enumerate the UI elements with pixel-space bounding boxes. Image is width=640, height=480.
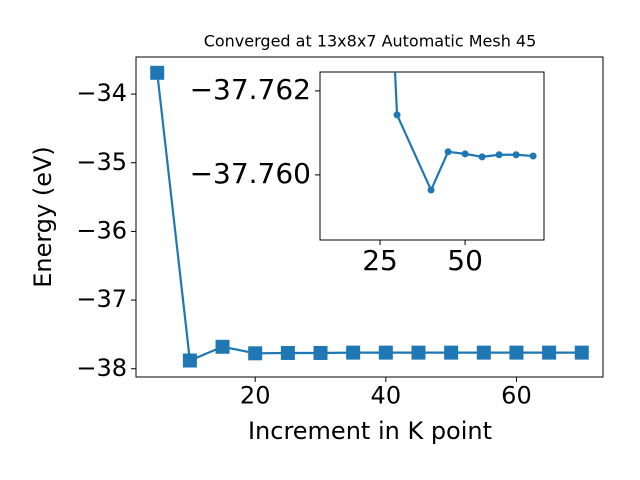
y-axis-label: Energy (eV) — [29, 146, 57, 288]
marker — [411, 345, 426, 360]
marker — [512, 151, 520, 159]
y-tick-label: −36 — [76, 216, 127, 244]
marker — [478, 153, 486, 161]
series-group — [150, 65, 589, 368]
y-tick-label: −38 — [76, 354, 127, 382]
marker — [529, 152, 537, 160]
plot-area — [319, 71, 545, 241]
marker — [427, 186, 435, 194]
marker — [444, 148, 452, 156]
marker — [248, 346, 263, 361]
y-tick-label: −37.760 — [190, 157, 311, 190]
y-tick-label: −34 — [76, 79, 127, 107]
series-group — [393, 72, 537, 194]
y-tick-label: −37.762 — [190, 73, 311, 106]
marker — [574, 345, 589, 360]
marker — [509, 345, 524, 360]
x-tick-label: 50 — [447, 244, 483, 277]
x-tick-label: 40 — [371, 381, 402, 409]
marker — [346, 345, 361, 360]
x-tick-label: 25 — [362, 244, 398, 277]
marker — [393, 111, 401, 119]
marker — [280, 345, 295, 360]
marker — [444, 345, 459, 360]
marker — [313, 345, 328, 360]
y-tick-label: −37 — [76, 285, 127, 313]
marker — [476, 345, 491, 360]
x-axis-label: Increment in K point — [248, 417, 492, 445]
marker — [461, 150, 469, 158]
x-tick-label: 60 — [501, 381, 532, 409]
marker — [150, 65, 165, 80]
marker — [542, 345, 557, 360]
marker — [182, 353, 197, 368]
marker — [378, 345, 393, 360]
y-tick-label: −35 — [76, 148, 127, 176]
marker — [215, 339, 230, 354]
chart-title: Converged at 13x8x7 Automatic Mesh 45 — [204, 32, 537, 51]
marker — [495, 151, 503, 159]
x-tick-label: 20 — [240, 381, 271, 409]
